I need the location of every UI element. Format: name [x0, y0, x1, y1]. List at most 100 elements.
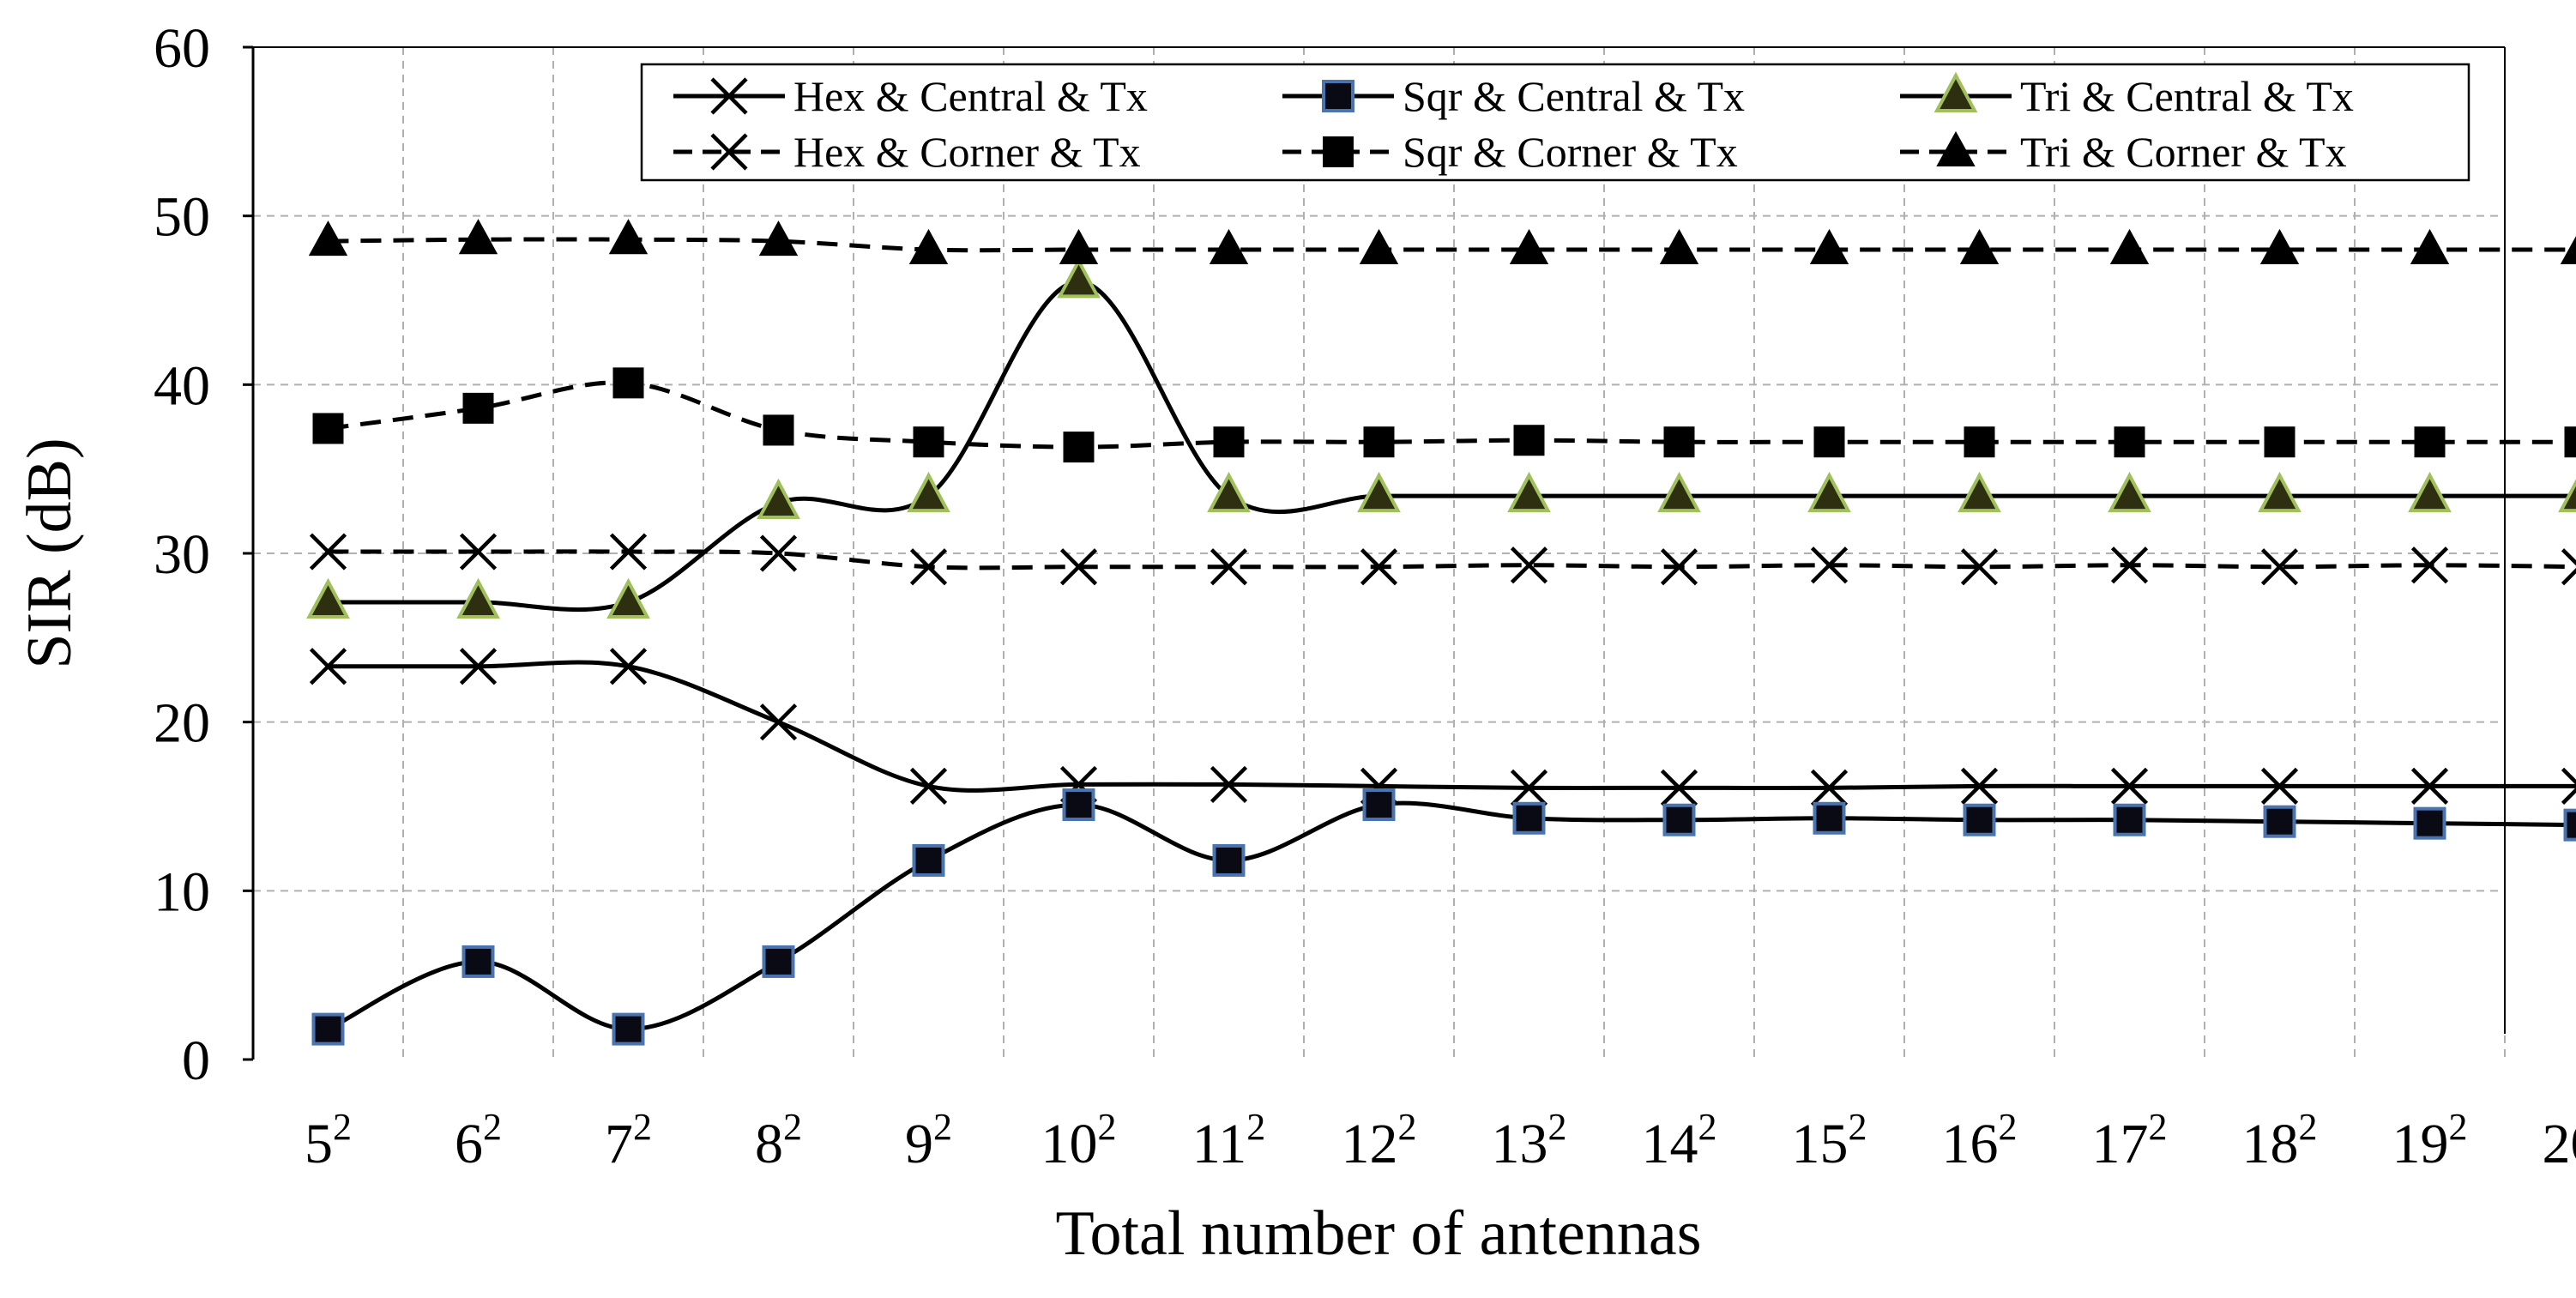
data-point-s4 — [909, 548, 948, 586]
data-point-s5 — [1663, 426, 1695, 458]
legend-item-6: Tri & Corner & Tx — [1900, 128, 2347, 176]
x-tick-label: 112 — [1192, 1106, 1266, 1175]
legend-swatch-marker — [1934, 71, 1978, 112]
data-point-s2 — [1512, 801, 1546, 835]
x-stroke — [1960, 548, 1999, 586]
x-stroke — [1210, 765, 1248, 804]
axes — [243, 45, 2506, 1061]
data-point-s5 — [913, 426, 944, 458]
data-point-s6 — [1659, 228, 1699, 264]
x-stroke — [2561, 787, 2576, 805]
x-stroke — [609, 648, 648, 685]
data-point-s6 — [1959, 228, 2000, 264]
data-point-s6 — [1359, 228, 1399, 264]
x-stroke — [309, 533, 347, 571]
x-stroke — [2561, 548, 2576, 566]
y-tick-label: 10 — [154, 860, 210, 923]
data-point-s4 — [459, 533, 498, 571]
x-stroke — [1360, 548, 1398, 586]
legend-label: Tri & Central & Tx — [2020, 72, 2354, 120]
data-point-s6 — [308, 220, 348, 257]
series-line-2 — [327, 800, 2576, 1032]
legend-item-5: Sqr & Corner & Tx — [1282, 128, 1738, 176]
legend-swatch-marker — [710, 133, 748, 171]
data-point-s4 — [309, 533, 347, 571]
data-point-s6 — [2560, 236, 2576, 264]
legend-label: Sqr & Corner & Tx — [1403, 128, 1738, 176]
y-tick-label: 0 — [182, 1029, 210, 1092]
data-point-s6 — [608, 219, 649, 255]
data-point-s3 — [907, 471, 950, 513]
data-point-s5 — [1513, 425, 1545, 456]
data-point-s6 — [2109, 228, 2150, 264]
data-point-s4 — [1960, 548, 1999, 586]
data-point-s2 — [462, 945, 495, 978]
legend-item-2: Sqr & Central & Tx — [1282, 72, 1745, 120]
data-point-s1 — [1210, 765, 1248, 804]
data-point-s2 — [612, 1012, 645, 1046]
data-point-s4 — [1510, 546, 1548, 584]
data-point-s1 — [1660, 769, 1698, 806]
x-stroke — [1810, 546, 1849, 584]
x-tick-label: 172 — [2092, 1106, 2168, 1175]
x-tick-labels: 52 62 72 82 92 102 112 122 132 142 152 162 172 182 192… — [305, 1106, 2576, 1175]
x-stroke — [2110, 767, 2149, 805]
data-point-s5 — [612, 367, 644, 399]
x-stroke — [1660, 769, 1698, 806]
data-point-s4 — [2260, 548, 2299, 586]
data-point-s1 — [309, 648, 347, 685]
data-point-s5 — [2564, 426, 2576, 458]
x-stroke — [609, 533, 648, 571]
data-point-s2 — [2413, 806, 2446, 840]
x-tick-label: 92 — [905, 1106, 952, 1175]
legend-item-1: Hex & Central & Tx — [673, 72, 1148, 120]
x-stroke — [2561, 767, 2576, 786]
x-stroke — [1660, 548, 1698, 586]
series-markers — [306, 219, 2576, 1046]
x-tick-label: 72 — [605, 1106, 652, 1175]
data-point-s1 — [909, 767, 948, 805]
x-stroke — [759, 703, 798, 741]
x-stroke — [909, 548, 948, 586]
legend-label: Hex & Corner & Tx — [793, 128, 1141, 176]
legend-item-3: Tri & Central & Tx — [1900, 71, 2354, 120]
legend-swatch-marker — [1323, 136, 1354, 167]
x-tick-label: 182 — [2242, 1106, 2318, 1175]
series-line-1 — [328, 660, 2576, 793]
data-point-s6 — [1209, 228, 1249, 264]
x-stroke — [1510, 546, 1548, 584]
data-point-s5 — [763, 414, 794, 446]
data-point-s1 — [1510, 769, 1548, 806]
data-point-s6 — [458, 219, 498, 255]
legend-swatch-marker — [1322, 80, 1354, 112]
x-stroke — [1810, 769, 1849, 806]
data-point-s4 — [1810, 546, 1849, 584]
data-point-s3 — [456, 577, 500, 619]
data-point-s4 — [1210, 548, 1248, 586]
data-point-s3 — [1657, 471, 1701, 513]
x-stroke — [2410, 767, 2449, 805]
legend-box — [640, 63, 2470, 182]
data-point-s6 — [2259, 228, 2300, 264]
data-point-s1 — [1960, 767, 1999, 805]
x-stroke — [459, 648, 498, 685]
x-tick-label: 102 — [1041, 1106, 1117, 1175]
x-stroke — [2561, 568, 2576, 586]
y-tick-label: 50 — [154, 186, 210, 249]
data-point-s4 — [2561, 548, 2576, 586]
x-tick-label: 122 — [1342, 1106, 1417, 1175]
x-stroke — [2410, 546, 2449, 584]
data-point-s5 — [1964, 426, 1995, 458]
x-stroke — [759, 534, 798, 572]
y-tick-label: 60 — [154, 17, 210, 80]
data-point-s2 — [311, 1012, 345, 1046]
data-point-s4 — [759, 534, 798, 572]
data-point-s1 — [2410, 767, 2449, 805]
data-point-s5 — [1813, 426, 1845, 458]
y-tick-label: 40 — [154, 354, 210, 417]
data-point-s2 — [1062, 788, 1095, 822]
x-stroke — [2260, 548, 2299, 586]
data-point-s3 — [1207, 471, 1251, 513]
x-tick-label: 82 — [755, 1106, 802, 1175]
